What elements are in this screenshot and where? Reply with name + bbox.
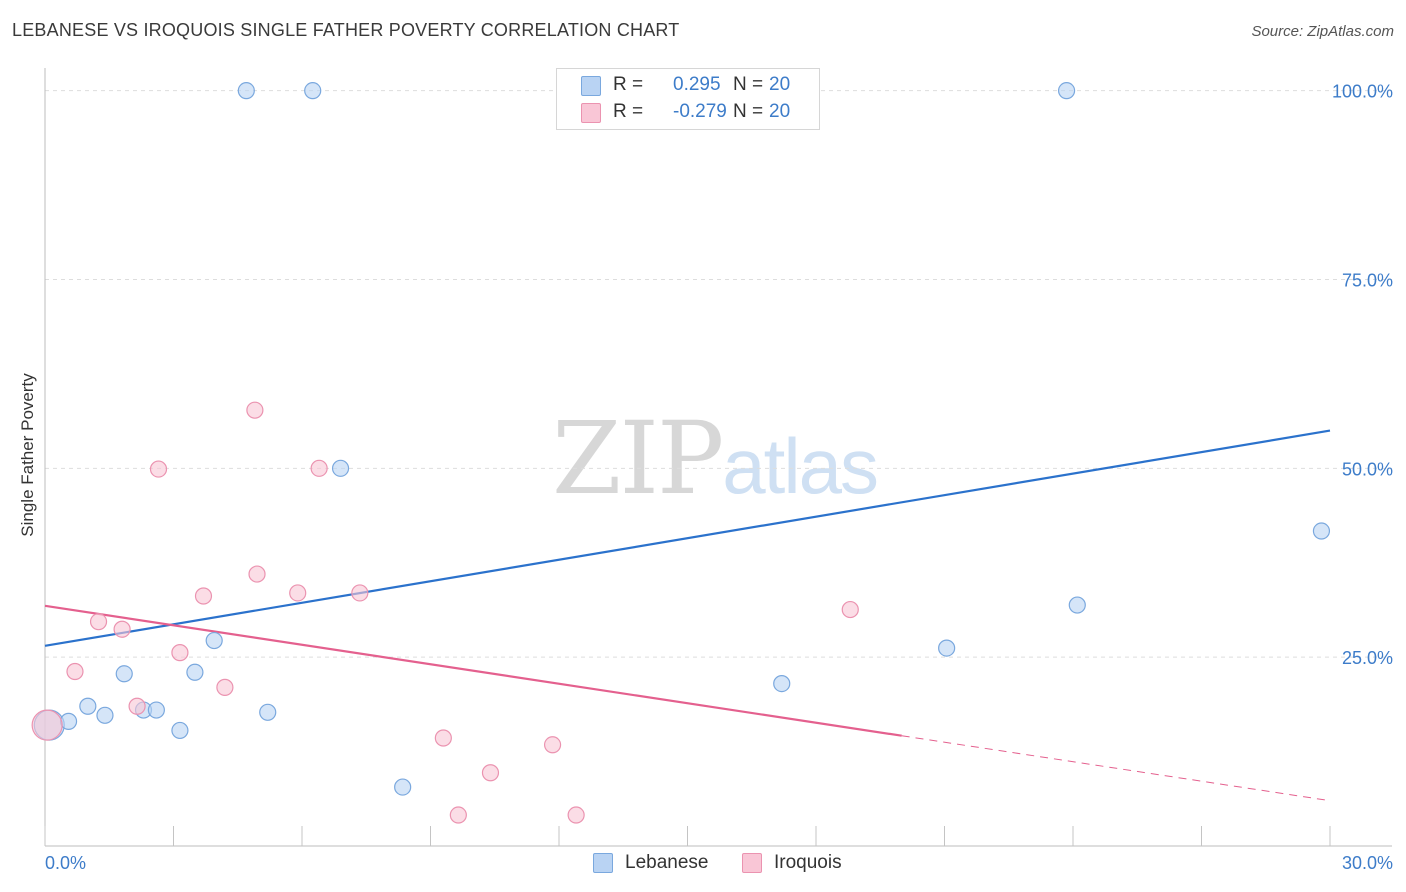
iroquois-trend-line-extension — [901, 735, 1331, 802]
iroquois-point — [216, 678, 234, 696]
iroquois-point — [449, 806, 467, 824]
lebanese-point — [186, 663, 204, 681]
iroquois-point — [246, 401, 264, 419]
iroquois-point — [248, 565, 266, 583]
x-tick-label-min: 0.0% — [45, 853, 86, 873]
watermark-zip: ZIP — [552, 400, 724, 517]
lebanese-point — [96, 706, 114, 724]
lebanese-point — [331, 459, 350, 477]
iroquois-point — [351, 584, 369, 602]
iroquois-point — [66, 662, 84, 681]
lebanese-point — [59, 712, 78, 730]
iroquois-point — [171, 644, 189, 662]
correlation-legend: R = 0.295 N = 20 R = -0.279 N = 20 — [556, 68, 820, 130]
source-label: Source: ZipAtlas.com — [1251, 23, 1394, 40]
iroquois-r-label: R = — [613, 101, 644, 122]
watermark: ZIPatlas — [552, 400, 879, 517]
x-tick-label-max: 30.0% — [1342, 853, 1393, 873]
iroquois-point — [149, 460, 168, 478]
iroquois-point — [481, 764, 500, 782]
trend-layer — [44, 429, 1331, 802]
iroquois-point — [310, 459, 328, 477]
lebanese-point — [115, 665, 133, 683]
chart-title: LEBANESE VS IROQUOIS SINGLE FATHER POVER… — [12, 20, 680, 40]
lebanese-n-label: N = — [733, 74, 764, 95]
iroquois-point — [841, 600, 859, 619]
lebanese-point — [938, 639, 956, 657]
y-tick-label-75: 75.0% — [1342, 270, 1393, 290]
lebanese-r-label: R = — [613, 74, 644, 95]
lebanese-legend-swatch — [593, 853, 613, 873]
axis-layer — [44, 68, 1392, 847]
lebanese-point — [171, 721, 189, 740]
y-tick-label-100: 100.0% — [1332, 82, 1393, 102]
lebanese-point — [147, 701, 165, 719]
lebanese-point — [259, 703, 277, 721]
iroquois-point — [113, 620, 131, 638]
lebanese-point — [1312, 522, 1331, 540]
lebanese-r-value: 0.295 — [673, 74, 721, 95]
lebanese-point — [205, 631, 223, 650]
y-tick-label-25: 25.0% — [1342, 648, 1393, 668]
lebanese-point — [1057, 82, 1076, 100]
iroquois-point — [567, 806, 585, 824]
lebanese-trend-line — [44, 429, 1331, 647]
iroquois-point — [289, 584, 307, 602]
lebanese-n-value: 20 — [769, 74, 791, 95]
lebanese-swatch — [581, 76, 601, 96]
lebanese-point — [79, 697, 97, 715]
iroquois-legend-label: Iroquois — [774, 852, 842, 873]
lebanese-point — [237, 82, 255, 100]
y-tick-label-50: 50.0% — [1342, 459, 1393, 479]
lebanese-point — [394, 778, 412, 796]
grid-layer — [45, 90, 1392, 658]
lebanese-point — [304, 82, 322, 100]
watermark-atlas: atlas — [722, 422, 879, 510]
point-layer — [31, 82, 1331, 824]
iroquois-point — [194, 587, 213, 605]
tick-label-layer: 25.0% 50.0% 75.0% 100.0% 0.0% 30.0% — [45, 82, 1393, 873]
iroquois-trend-line — [44, 604, 902, 737]
iroquois-legend-swatch — [742, 853, 762, 873]
iroquois-n-label: N = — [733, 101, 764, 122]
iroquois-point — [31, 709, 63, 741]
iroquois-point — [543, 736, 562, 754]
iroquois-point — [128, 697, 146, 715]
iroquois-n-value: 20 — [769, 101, 791, 122]
iroquois-swatch — [581, 103, 601, 123]
lebanese-point — [1068, 596, 1086, 614]
lebanese-legend-label: Lebanese — [625, 852, 709, 873]
iroquois-r-value: -0.279 — [673, 101, 727, 122]
lebanese-point — [773, 675, 791, 693]
iroquois-point — [89, 613, 108, 631]
iroquois-point — [434, 729, 452, 747]
